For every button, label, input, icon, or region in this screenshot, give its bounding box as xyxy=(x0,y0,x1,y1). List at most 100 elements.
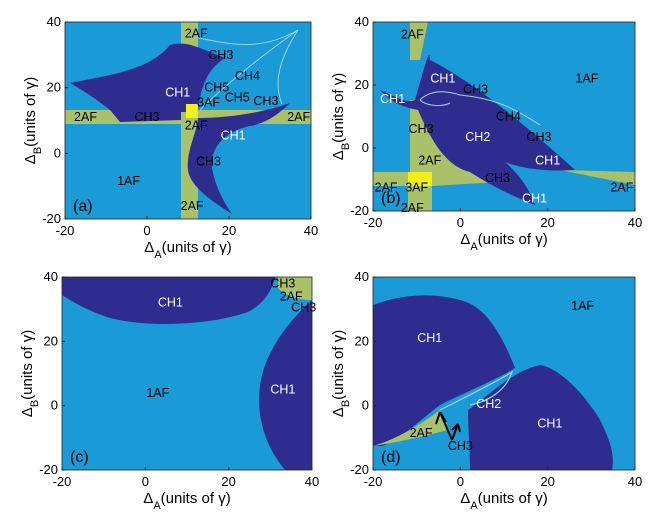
region-label: CH2 xyxy=(465,130,490,144)
x-tick-label: -20 xyxy=(364,474,383,489)
region-label: CH3 xyxy=(463,83,488,97)
region-ch1-lower-right xyxy=(468,365,613,470)
region-3af xyxy=(408,172,432,186)
region-label: 2AF xyxy=(185,26,208,40)
region-label: 1AF xyxy=(571,299,594,313)
boundary-curve xyxy=(419,91,541,126)
y-tick-label: 20 xyxy=(355,333,369,348)
x-tick-label: -20 xyxy=(53,474,72,489)
x-tick-label: 40 xyxy=(628,474,642,489)
region-label: CH3 xyxy=(526,130,551,144)
region-ch1-lower-right xyxy=(187,103,290,214)
y-tick-label: 0 xyxy=(362,140,369,155)
x-tick-label: 0 xyxy=(143,223,150,238)
region-label: CH3 xyxy=(409,122,434,136)
region-label: CH5 xyxy=(225,91,250,105)
x-axis-label: ΔA(units of γ) xyxy=(460,231,547,253)
x-tick-label: 20 xyxy=(540,474,554,489)
region-label: 2AF xyxy=(280,289,303,303)
panel-label: (a) xyxy=(73,198,93,215)
y-axis-label: ΔB(units of γ) xyxy=(22,77,44,164)
panel-label: (c) xyxy=(70,449,89,466)
region-label: CH4 xyxy=(496,110,521,124)
boundary-curve xyxy=(199,29,299,111)
region-2af-right-wedge xyxy=(560,170,635,185)
region-label: CH3 xyxy=(196,155,221,169)
region-label: CH1 xyxy=(380,92,405,106)
x-tick-label: 40 xyxy=(305,474,319,489)
panel-a xyxy=(64,21,312,220)
x-tick-label: -20 xyxy=(364,215,383,230)
region-label: CH3 xyxy=(485,171,510,185)
boundary-curve xyxy=(419,99,451,107)
y-tick-label: 40 xyxy=(44,269,58,284)
panel-d xyxy=(372,276,636,471)
y-tick-label: 40 xyxy=(355,269,369,284)
region-ch1-diagonal xyxy=(380,54,575,205)
region-label: CH3 xyxy=(448,439,473,453)
region-label: 2AF xyxy=(287,110,310,124)
y-tick-label: -20 xyxy=(42,211,61,226)
x-tick-label: 20 xyxy=(540,215,554,230)
region-label: CH3 xyxy=(208,48,233,62)
region-label: CH1 xyxy=(417,331,442,345)
region-label: 2AF xyxy=(401,28,424,42)
region-label: 2AF xyxy=(375,180,398,194)
panel-c xyxy=(61,276,313,471)
region-label: CH1 xyxy=(221,128,246,142)
boundary-curve xyxy=(439,370,514,411)
region-label: 2AF xyxy=(185,118,208,132)
x-tick-label: 20 xyxy=(222,223,236,238)
region-label: 2AF xyxy=(610,180,633,194)
region-label: CH1 xyxy=(270,383,295,397)
region-label: CH1 xyxy=(535,154,560,168)
region-2af-corner xyxy=(278,277,312,300)
region-label: CH1 xyxy=(165,86,190,100)
region-label: 2AF xyxy=(74,110,97,124)
y-tick-label: 20 xyxy=(355,77,369,92)
panel-b xyxy=(372,21,636,212)
region-label: CH3 xyxy=(134,110,159,124)
y-tick-label: 40 xyxy=(355,14,369,29)
plot-frame xyxy=(64,21,312,220)
region-label: 2AF xyxy=(401,201,424,215)
region-label: CH3 xyxy=(253,94,278,108)
x-tick-label: -20 xyxy=(56,223,75,238)
y-axis-label: ΔB(units of γ) xyxy=(330,73,352,160)
y-tick-label: 0 xyxy=(362,398,369,413)
region-label: 3AF xyxy=(197,95,220,109)
region-ch1-upper-left xyxy=(373,295,515,446)
region-label: 2AF xyxy=(418,154,441,168)
x-tick-label: 20 xyxy=(221,474,235,489)
arrow-icon xyxy=(435,411,453,441)
region-ch1-right xyxy=(259,300,312,470)
arrow-icon xyxy=(451,423,461,441)
y-axis-label: ΔB(units of γ) xyxy=(330,330,352,417)
region-2af-wedge xyxy=(373,410,448,446)
region-label: 2AF xyxy=(181,199,204,213)
region-label: CH3 xyxy=(270,276,295,290)
x-axis-label: ΔA(units of γ) xyxy=(143,490,230,512)
x-tick-label: 40 xyxy=(628,215,642,230)
region-label: 2AF xyxy=(410,426,433,440)
x-axis-label: ΔA(units of γ) xyxy=(144,239,231,261)
y-tick-label: 0 xyxy=(54,145,61,160)
region-ch1-upper-left xyxy=(70,43,225,122)
x-tick-label: 0 xyxy=(457,474,464,489)
region-2af-vertical xyxy=(410,22,428,60)
region-label: CH3 xyxy=(291,301,316,315)
region-ch1-top xyxy=(62,277,275,324)
y-tick-label: 20 xyxy=(47,80,61,95)
x-tick-label: 0 xyxy=(142,474,149,489)
y-tick-label: 0 xyxy=(51,398,58,413)
y-tick-label: 40 xyxy=(47,14,61,29)
region-label: 1AF xyxy=(146,386,169,400)
region-label: 3AF xyxy=(405,180,428,194)
y-tick-label: -20 xyxy=(350,203,369,218)
x-axis-label: ΔA(units of γ) xyxy=(460,490,547,512)
region-label: CH1 xyxy=(158,296,183,310)
region-label: CH4 xyxy=(235,69,260,83)
x-tick-label: 40 xyxy=(304,223,318,238)
y-tick-label: -20 xyxy=(350,462,369,477)
panel-label: (d) xyxy=(381,449,401,466)
